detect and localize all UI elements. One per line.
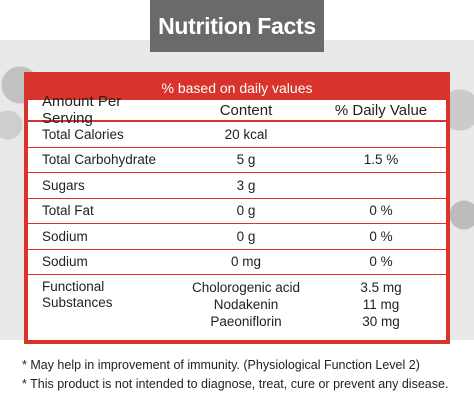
row-name: Sodium (42, 228, 88, 244)
row-name: Sodium (42, 254, 88, 270)
functional-substances-label: Functional Substances (42, 279, 113, 310)
page-title: Nutrition Facts (150, 0, 324, 52)
functional-substance-name: Cholorogenic acid (191, 280, 301, 295)
column-headers: Amount Per Serving Content % Daily Value (28, 93, 446, 127)
table-row: Sugars 3 g (28, 173, 446, 199)
row-content: 20 kcal (224, 126, 268, 142)
functional-substance-value: 3.5 mg (360, 280, 402, 295)
row-content: 0 mg (230, 254, 261, 270)
row-daily-value: 0 % (369, 254, 393, 270)
footnote-immunity: * May help in improvement of immunity. (… (22, 358, 420, 372)
row-daily-value: 1.5 % (363, 152, 399, 168)
functional-substance-names: Cholorogenic acid Nodakenin Paeoniflorin (176, 279, 316, 339)
row-name: Total Fat (42, 203, 94, 219)
footnotes: * May help in improvement of immunity. (… (22, 356, 462, 394)
table-row: Sodium 0 mg 0 % (28, 250, 446, 275)
functional-substance-value: 11 mg (362, 297, 400, 312)
row-content: 0 g (236, 228, 256, 244)
table-row: Total Calories 20 kcal (28, 122, 446, 148)
nutrition-table: % based on daily values Amount Per Servi… (24, 72, 450, 344)
functional-substance-value: 30 mg (362, 314, 400, 329)
table-caption: % based on daily values (28, 76, 446, 100)
table-row: Total Carbohydrate 5 g 1.5 % (28, 148, 446, 173)
row-content: 5 g (236, 152, 256, 168)
functional-substance-name: Nodakenin (213, 297, 279, 312)
functional-substances-row: Functional Substances Cholorogenic acid … (28, 275, 446, 339)
table-row: Sodium 0 g 0 % (28, 224, 446, 250)
column-header-content: Content (219, 101, 273, 119)
column-header-amount: Amount Per Serving (42, 93, 122, 127)
footnote-disclaimer: * This product is not intended to diagno… (22, 377, 449, 391)
row-name: Total Carbohydrate (42, 152, 157, 168)
functional-substance-values: 3.5 mg 11 mg 30 mg (316, 279, 446, 339)
table-row: Total Fat 0 g 0 % (28, 199, 446, 224)
functional-substance-name: Paeoniflorin (210, 314, 282, 329)
row-name: Sugars (42, 177, 85, 193)
row-content: 3 g (236, 177, 256, 193)
row-name: Total Calories (42, 126, 124, 142)
row-content: 0 g (236, 203, 256, 219)
column-header-daily-value: % Daily Value (334, 101, 428, 119)
row-daily-value: 0 % (369, 203, 393, 219)
row-daily-value: 0 % (369, 228, 393, 244)
